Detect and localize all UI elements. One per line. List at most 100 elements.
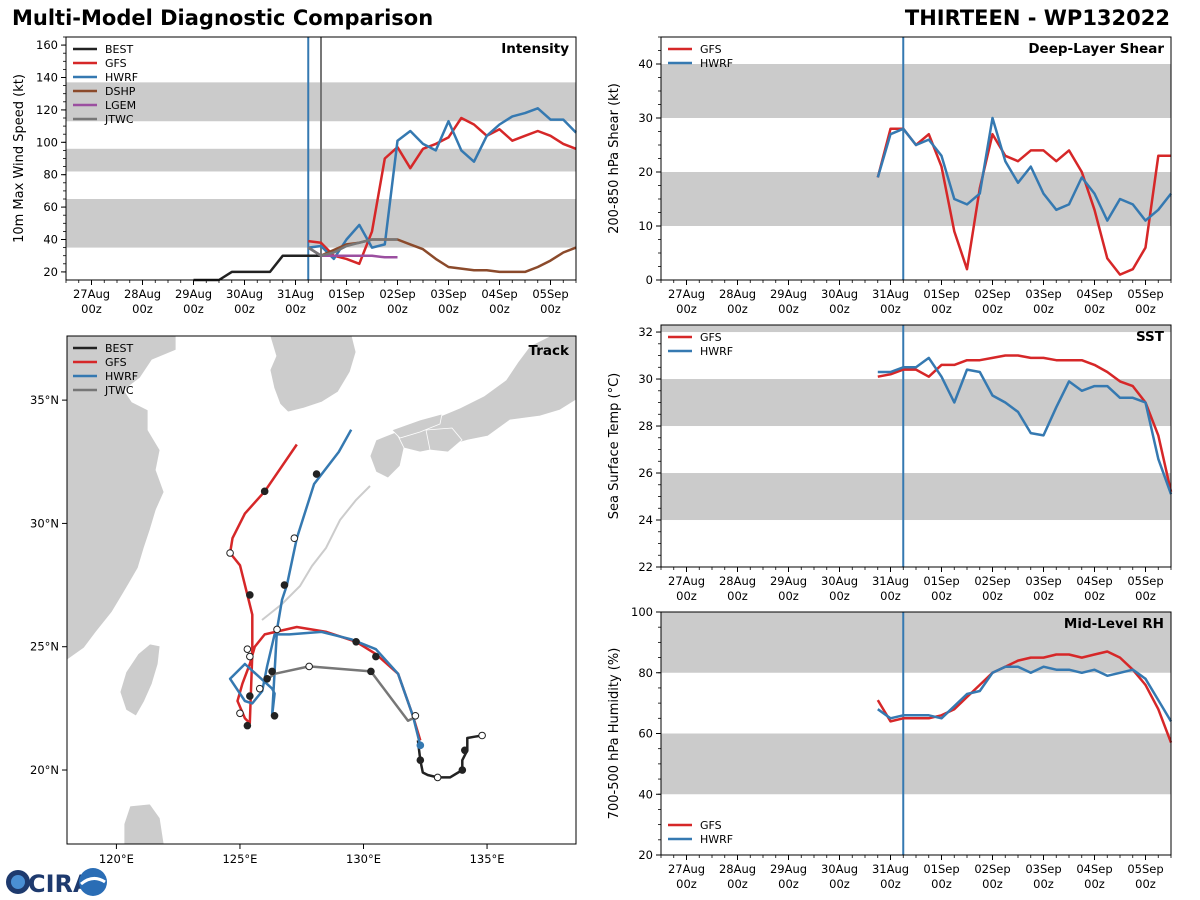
rh-legend-label: GFS bbox=[700, 819, 722, 832]
track-marker-gfs bbox=[260, 487, 269, 496]
rh-xtick-label: 00z bbox=[676, 877, 697, 891]
shear-xtick-label: 00z bbox=[778, 302, 799, 316]
sst-xtick-label: 05Sep bbox=[1127, 574, 1163, 588]
intensity-xtick-label: 00z bbox=[489, 302, 510, 316]
china-coast bbox=[67, 336, 177, 661]
intensity-xtick-label: 03Sep bbox=[430, 287, 466, 301]
rh-xtick-label: 00z bbox=[931, 877, 952, 891]
shear-xtick-label: 05Sep bbox=[1127, 287, 1163, 301]
sst-ylabel: Sea Surface Temp (°C) bbox=[607, 373, 622, 520]
intensity-xtick-label: 00z bbox=[336, 302, 357, 316]
shear-xtick-label: 00z bbox=[727, 302, 748, 316]
rh-title: Mid-Level RH bbox=[1064, 616, 1164, 632]
sst-series-hwrf bbox=[877, 356, 1173, 495]
intensity-legend-label: GFS bbox=[105, 57, 127, 70]
rh-ytick-label: 60 bbox=[638, 727, 653, 741]
sst-xtick-label: 00z bbox=[676, 589, 697, 603]
sst-xtick-label: 00z bbox=[931, 589, 952, 603]
rh-xtick-label: 31Aug bbox=[872, 862, 909, 876]
track-xtick-label: 125°E bbox=[222, 852, 257, 866]
sst-xtick-label: 00z bbox=[778, 589, 799, 603]
shear-xtick-label: 00z bbox=[829, 302, 850, 316]
shear-frame bbox=[660, 36, 1172, 281]
intensity-legend-label: BEST bbox=[105, 43, 133, 56]
intensity-xtick-label: 28Aug bbox=[124, 287, 161, 301]
track-marker-hwrf bbox=[270, 711, 279, 720]
intensity-legend-label: HWRF bbox=[105, 71, 138, 84]
intensity-xtick-label: 00z bbox=[234, 302, 255, 316]
track-xtick-label: 130°E bbox=[346, 852, 381, 866]
sst-xtick-label: 27Aug bbox=[668, 574, 705, 588]
track-series-best bbox=[416, 734, 483, 779]
intensity-xtick-label: 00z bbox=[285, 302, 306, 316]
sst-legend-label: GFS bbox=[700, 331, 722, 344]
korea bbox=[269, 336, 357, 413]
rh-xtick-label: 00z bbox=[727, 877, 748, 891]
rh-xtick-label: 00z bbox=[829, 877, 850, 891]
rh-xtick-label: 04Sep bbox=[1076, 862, 1112, 876]
intensity-ytick-label: 140 bbox=[36, 71, 58, 85]
intensity-xtick-label: 31Aug bbox=[277, 287, 314, 301]
rh-xtick-label: 00z bbox=[778, 877, 799, 891]
rh-xtick-label: 30Aug bbox=[821, 862, 858, 876]
track-marker-gfs bbox=[246, 591, 254, 599]
shear-ytick-label: 0 bbox=[646, 273, 653, 287]
intensity-ylabel: 10m Max Wind Speed (kt) bbox=[12, 74, 27, 243]
intensity-legend-label: DSHP bbox=[105, 85, 136, 98]
intensity-xtick-label: 00z bbox=[132, 302, 153, 316]
track-marker-best bbox=[458, 766, 467, 774]
sst-xtick-label: 01Sep bbox=[923, 574, 959, 588]
intensity-xtick-label: 05Sep bbox=[532, 287, 568, 301]
shear-ytick-label: 40 bbox=[638, 57, 653, 71]
rh-xtick-label: 00z bbox=[1033, 877, 1054, 891]
intensity-xtick-label: 29Aug bbox=[175, 287, 212, 301]
shear-xtick-label: 31Aug bbox=[872, 287, 909, 301]
shear-ytick-label: 30 bbox=[638, 111, 653, 125]
sst-band bbox=[661, 473, 1171, 521]
intensity-series-jtwc bbox=[307, 238, 398, 257]
track-marker-hwrf bbox=[273, 625, 281, 634]
shear-title: Deep-Layer Shear bbox=[1028, 41, 1164, 57]
rh-xtick-label: 29Aug bbox=[770, 862, 807, 876]
rh-xtick-label: 03Sep bbox=[1025, 862, 1061, 876]
sst-ytick-label: 28 bbox=[638, 419, 653, 433]
intensity-panel: 2040608010012014016027Aug00z28Aug00z29Au… bbox=[12, 36, 577, 316]
shear-panel: 01020304027Aug00z28Aug00z29Aug00z30Aug00… bbox=[607, 36, 1172, 316]
sst-ytick-label: 26 bbox=[638, 466, 653, 480]
intensity-frame bbox=[65, 36, 577, 281]
sst-xtick-label: 02Sep bbox=[974, 574, 1010, 588]
rh-xtick-label: 27Aug bbox=[668, 862, 705, 876]
intensity-xtick-label: 30Aug bbox=[226, 287, 263, 301]
track-marker-gfs bbox=[226, 549, 234, 557]
sst-frame bbox=[660, 324, 1172, 568]
track-xtick-label: 135°E bbox=[470, 852, 505, 866]
track-current-position bbox=[416, 741, 425, 750]
intensity-xtick-label: 00z bbox=[438, 302, 459, 316]
sst-xtick-label: 00z bbox=[1033, 589, 1054, 603]
sst-ytick-label: 32 bbox=[638, 325, 653, 339]
intensity-legend-label: JTWC bbox=[104, 113, 134, 126]
shear-legend-label: GFS bbox=[700, 43, 722, 56]
track-axes: 120°E 125°E 130°E 135°E 20°N 25°N 30°N 35°N Trac… bbox=[30, 335, 577, 866]
sst-band bbox=[661, 379, 1171, 427]
intensity-ytick-label: 160 bbox=[36, 38, 58, 52]
intensity-legend-label: LGEM bbox=[105, 99, 136, 112]
sst-xtick-label: 00z bbox=[880, 589, 901, 603]
track-legend-label: JTWC bbox=[104, 384, 134, 397]
track-legend-label: HWRF bbox=[105, 370, 138, 383]
cira-logo: CIRA bbox=[4, 866, 108, 898]
track-map bbox=[226, 429, 486, 782]
land-layer bbox=[67, 336, 576, 844]
shear-xtick-label: 00z bbox=[1084, 302, 1105, 316]
rh-frame bbox=[660, 611, 1172, 856]
intensity-xtick-label: 00z bbox=[387, 302, 408, 316]
shear-xtick-label: 00z bbox=[931, 302, 952, 316]
intensity-title: Intensity bbox=[501, 41, 569, 57]
rh-xtick-label: 01Sep bbox=[923, 862, 959, 876]
intensity-series-hwrf bbox=[308, 107, 577, 261]
shear-xtick-label: 00z bbox=[1135, 302, 1156, 316]
track-legend-label: GFS bbox=[105, 356, 127, 369]
sst-xtick-label: 00z bbox=[1135, 589, 1156, 603]
japan-shikoku bbox=[425, 427, 463, 453]
